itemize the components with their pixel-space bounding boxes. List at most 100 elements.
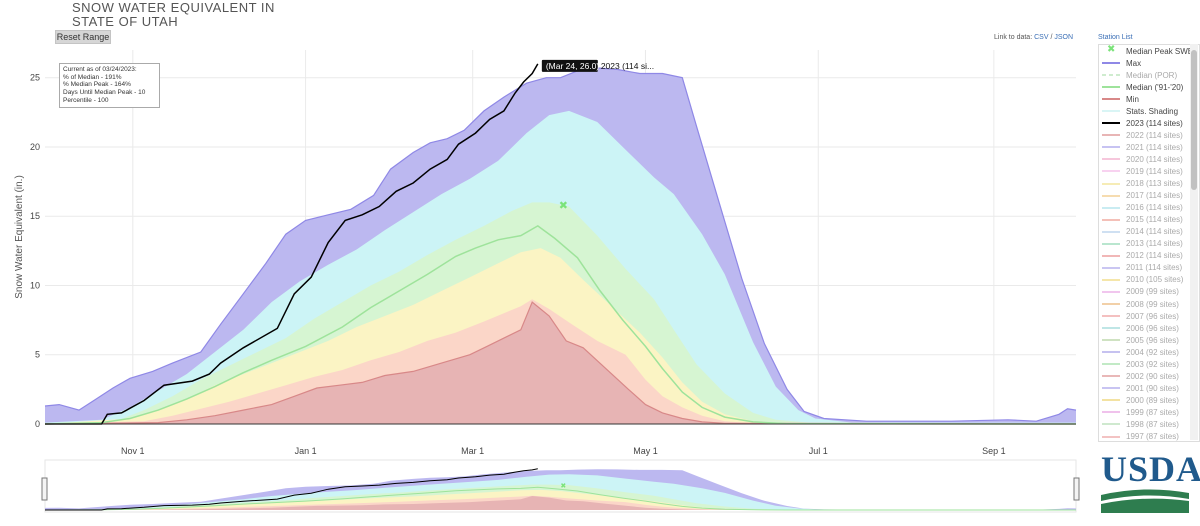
legend-label: 2019 (114 sites) <box>1126 166 1183 176</box>
legend-item[interactable]: 2011 (114 sites) <box>1099 262 1199 274</box>
legend-item[interactable]: 2008 (99 sites) <box>1099 298 1199 310</box>
legend-swatch <box>1102 335 1120 345</box>
station-list-link[interactable]: Station List <box>1098 34 1133 41</box>
legend-swatch <box>1102 239 1120 249</box>
max-line <box>44 67 1077 422</box>
legend-swatch <box>1102 130 1120 140</box>
legend-swatch <box>1102 347 1120 357</box>
info-line: % Median Peak - 164% <box>63 81 131 89</box>
legend-swatch <box>1102 359 1120 369</box>
chart-title: SNOW WATER EQUIVALENT IN STATE OF UTAH <box>72 1 275 29</box>
legend-item[interactable]: 1997 (87 sites) <box>1099 431 1199 442</box>
legend-item[interactable]: 2022 (114 sites) <box>1099 129 1199 141</box>
info-line: % of Median - 191% <box>63 73 122 81</box>
legend-item[interactable]: 2020 (114 sites) <box>1099 153 1199 165</box>
legend-swatch <box>1102 383 1120 393</box>
legend-item[interactable]: 2023 (114 sites) <box>1099 117 1199 129</box>
legend-label: 2016 (114 sites) <box>1126 203 1183 213</box>
legend-label: 2000 (89 sites) <box>1126 395 1179 405</box>
legend-item[interactable]: ✖ Median Peak SWE <box>1099 45 1199 57</box>
x-tick-label: Jan 1 <box>295 446 317 456</box>
legend-scrollbar[interactable] <box>1190 44 1198 440</box>
legend-item[interactable]: Max <box>1099 57 1199 69</box>
link-prefix: Link to data: <box>994 34 1033 41</box>
legend-label: 2018 (113 sites) <box>1126 179 1183 189</box>
legend-label: 2013 (114 sites) <box>1126 239 1183 249</box>
range-slider-right-handle[interactable] <box>1073 477 1080 501</box>
legend-item[interactable]: 2002 (90 sites) <box>1099 370 1199 382</box>
legend-label: 1997 (87 sites) <box>1126 432 1179 442</box>
legend-label: Median ('91-'20) <box>1126 82 1184 92</box>
legend-item[interactable]: 2015 (114 sites) <box>1099 214 1199 226</box>
legend-swatch <box>1102 251 1120 261</box>
legend-label: 2005 (96 sites) <box>1126 335 1179 345</box>
csv-link[interactable]: CSV <box>1034 34 1049 41</box>
legend-item[interactable]: 2012 (114 sites) <box>1099 250 1199 262</box>
legend-item[interactable]: 2001 (90 sites) <box>1099 382 1199 394</box>
median-line <box>44 225 1077 425</box>
legend-item[interactable]: 2016 (114 sites) <box>1099 202 1199 214</box>
legend-swatch <box>1102 179 1120 189</box>
legend-label: 2021 (114 sites) <box>1126 142 1183 152</box>
legend-swatch <box>1102 299 1120 309</box>
legend-swatch <box>1102 371 1120 381</box>
legend-item[interactable]: Median ('91-'20) <box>1099 81 1199 93</box>
legend-item[interactable]: 2003 (92 sites) <box>1099 358 1199 370</box>
usda-logo-text: USDA <box>1101 449 1200 489</box>
x-tick-label: Sep 1 <box>982 446 1006 456</box>
legend-item[interactable]: 2017 (114 sites) <box>1099 190 1199 202</box>
legend-item[interactable]: 1998 (87 sites) <box>1099 418 1199 430</box>
legend-label: 2006 (96 sites) <box>1126 323 1179 333</box>
legend-item[interactable]: Stats. Shading <box>1099 105 1199 117</box>
legend-swatch <box>1102 106 1120 116</box>
legend-item[interactable]: 2009 (99 sites) <box>1099 286 1199 298</box>
legend-item[interactable]: Median (POR) <box>1099 69 1199 81</box>
legend-scrollbar-thumb[interactable] <box>1191 50 1197 190</box>
legend-label: Stats. Shading <box>1126 106 1179 116</box>
legend-label: 1998 (87 sites) <box>1126 419 1179 429</box>
legend-item[interactable]: 2010 (105 sites) <box>1099 274 1199 286</box>
y-tick-label: 5 <box>35 350 40 360</box>
legend-item[interactable]: 2000 (89 sites) <box>1099 394 1199 406</box>
chart-legend: ✖ Median Peak SWE Max Median (POR) Median ('… <box>1098 44 1200 442</box>
y-tick-label: 20 <box>30 142 40 152</box>
legend-label: 2022 (114 sites) <box>1126 130 1183 140</box>
title-line-2: STATE OF UTAH <box>72 14 179 29</box>
legend-swatch <box>1102 154 1120 164</box>
legend-label: 2003 (92 sites) <box>1126 359 1179 369</box>
legend-item[interactable]: 2005 (96 sites) <box>1099 334 1199 346</box>
y-tick-label: 10 <box>30 280 40 290</box>
legend-label: Max <box>1126 58 1142 68</box>
legend-swatch: ✖ <box>1107 44 1116 56</box>
legend-swatch <box>1102 311 1120 321</box>
legend-item[interactable]: Min <box>1099 93 1199 105</box>
legend-item[interactable]: 2019 (114 sites) <box>1099 165 1199 177</box>
legend-item[interactable]: 2006 (96 sites) <box>1099 322 1199 334</box>
legend-item[interactable]: 2007 (96 sites) <box>1099 310 1199 322</box>
swe-chart[interactable]: ✖ 0 5 10 15 20 25 Nov 1 Jan 1 Mar 1 May 1 Jul 1 Sep … <box>0 0 1096 526</box>
legend-swatch <box>1102 287 1120 297</box>
json-link[interactable]: JSON <box>1054 34 1074 41</box>
legend-swatch <box>1102 275 1120 285</box>
range-slider-left-handle[interactable] <box>41 477 48 501</box>
legend-swatch <box>1102 407 1120 417</box>
y-tick-label: 0 <box>35 419 40 429</box>
legend-swatch <box>1102 166 1120 176</box>
legend-label: 2009 (99 sites) <box>1126 287 1179 297</box>
legend-label: 2020 (114 sites) <box>1126 154 1183 164</box>
legend-item[interactable]: 1999 (87 sites) <box>1099 406 1199 418</box>
reset-range-button[interactable]: Reset Range <box>55 30 111 44</box>
x-tick-label: Jul 1 <box>809 446 828 456</box>
legend-swatch <box>1102 58 1120 68</box>
legend-item[interactable]: 2018 (113 sites) <box>1099 178 1199 190</box>
legend-item[interactable]: 2014 (114 sites) <box>1099 226 1199 238</box>
legend-item[interactable]: 2021 (114 sites) <box>1099 141 1199 153</box>
legend-swatch <box>1102 323 1120 333</box>
usda-logo-swoosh <box>1101 489 1189 513</box>
legend-swatch <box>1102 94 1120 104</box>
legend-swatch <box>1102 419 1120 429</box>
legend-swatch <box>1102 191 1120 201</box>
legend-item[interactable]: 2004 (92 sites) <box>1099 346 1199 358</box>
legend-item[interactable]: 2013 (114 sites) <box>1099 238 1199 250</box>
median-peak-marker[interactable]: ✖ <box>559 199 568 212</box>
